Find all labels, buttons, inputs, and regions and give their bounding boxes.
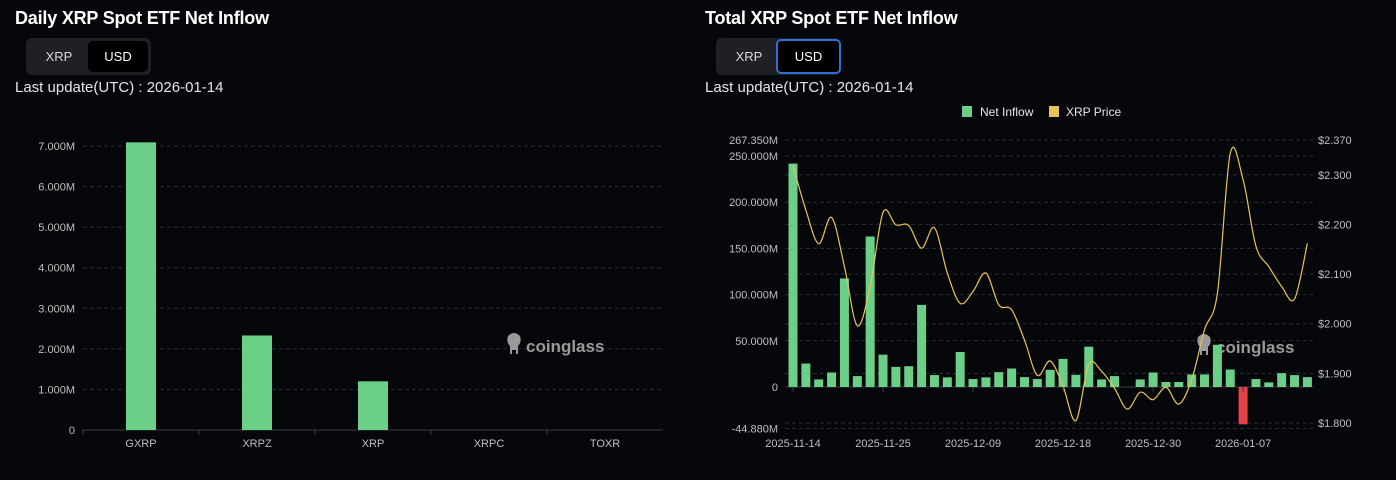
net-inflow-bar <box>1264 382 1274 387</box>
x-tick-label: 2026-01-07 <box>1215 438 1271 450</box>
left-y-tick-label: 250.000M <box>729 151 778 163</box>
x-tick-label: XRPZ <box>242 438 272 450</box>
left-y-tick-label: 100.000M <box>729 290 778 302</box>
left-y-tick-label: 0 <box>772 382 778 394</box>
net-inflow-bar <box>827 372 837 387</box>
net-inflow-bar <box>891 366 901 387</box>
net-inflow-bar <box>1110 376 1119 387</box>
net-inflow-bar <box>1212 344 1222 387</box>
right-y-tick-label: $2.000 <box>1318 319 1352 331</box>
y-tick-label: 3.000M <box>38 303 75 315</box>
y-tick-label: 0 <box>69 425 75 437</box>
coinglass-logo-icon <box>1197 334 1211 355</box>
net-inflow-bar <box>1161 382 1171 387</box>
net-inflow-bar <box>968 379 978 387</box>
left-y-tick-label: 50.000M <box>735 336 778 348</box>
total-unit-toggle: XRP USD <box>716 38 841 75</box>
total-xrp-button[interactable]: XRP <box>735 49 763 64</box>
daily-unit-toggle: XRP USD <box>26 38 151 75</box>
total-last-update: Last update(UTC) : 2026-01-14 <box>705 79 914 96</box>
net-inflow-bar <box>788 163 798 387</box>
legend-xrp-price-label: XRP Price <box>1066 105 1121 119</box>
bar-xrp <box>358 381 388 430</box>
net-inflow-bar <box>929 375 939 387</box>
x-tick-label: 2025-12-09 <box>945 438 1001 450</box>
x-tick-label: GXRP <box>125 438 156 450</box>
net-inflow-bar <box>1135 379 1145 387</box>
xrp-price-line <box>792 146 1308 422</box>
net-inflow-bar <box>1097 379 1107 387</box>
right-y-tick-label: $2.370 <box>1318 135 1352 147</box>
net-inflow-bar <box>1200 374 1210 387</box>
right-y-tick-label: $2.100 <box>1318 269 1352 281</box>
net-inflow-bar <box>852 376 862 387</box>
net-inflow-bar <box>955 351 965 387</box>
left-y-tick-label: 267.350M <box>729 135 778 147</box>
net-inflow-bar <box>801 363 811 387</box>
x-tick-label: 2025-11-25 <box>855 438 910 450</box>
left-y-tick-label: -44.880M <box>732 423 778 435</box>
daily-last-update: Last update(UTC) : 2026-01-14 <box>15 79 224 96</box>
net-inflow-bar <box>942 377 952 387</box>
net-inflow-bar <box>1007 368 1017 387</box>
right-y-tick-label: $1.800 <box>1318 418 1352 430</box>
legend-xrp-price-swatch <box>1049 106 1059 117</box>
net-inflow-bar <box>1084 346 1094 387</box>
net-inflow-bar <box>1148 372 1158 387</box>
net-inflow-bar <box>878 354 888 387</box>
x-tick-label: 2025-11-14 <box>765 438 820 450</box>
watermark-text: coinglass <box>1216 338 1294 357</box>
y-tick-label: 6.000M <box>38 182 75 194</box>
total-chart-title: Total XRP Spot ETF Net Inflow <box>705 8 958 28</box>
daily-usd-button[interactable]: USD <box>88 41 148 72</box>
left-y-tick-label: 200.000M <box>729 197 778 209</box>
net-inflow-bar <box>1071 374 1081 387</box>
y-tick-label: 4.000M <box>38 263 75 275</box>
daily-chart-title: Daily XRP Spot ETF Net Inflow <box>15 8 269 28</box>
x-tick-label: TOXR <box>590 438 620 450</box>
net-inflow-bar <box>1174 382 1184 387</box>
y-tick-label: 1.000M <box>38 384 75 396</box>
net-inflow-bar <box>865 236 875 387</box>
net-inflow-bar <box>917 304 927 387</box>
net-inflow-bar <box>1225 369 1235 387</box>
net-inflow-bar <box>1302 377 1312 387</box>
x-tick-label: 2025-12-18 <box>1035 438 1091 450</box>
watermark-text: coinglass <box>526 337 604 356</box>
x-tick-label: 2025-12-30 <box>1125 438 1181 450</box>
y-tick-label: 5.000M <box>38 222 75 234</box>
total-usd-button[interactable]: USD <box>776 39 841 74</box>
bar-xrpz <box>242 335 272 430</box>
x-tick-label: XRPC <box>474 438 505 450</box>
net-inflow-bar <box>814 379 824 387</box>
net-inflow-bar <box>1290 375 1300 387</box>
y-tick-label: 7.000M <box>38 141 75 153</box>
net-inflow-bar <box>904 366 914 387</box>
x-tick-label: XRP <box>362 438 385 450</box>
net-inflow-bar <box>1019 377 1029 387</box>
net-inflow-bar <box>839 278 849 387</box>
legend-net-inflow-label: Net Inflow <box>980 105 1034 119</box>
net-inflow-bar <box>1058 358 1068 387</box>
y-tick-label: 2.000M <box>38 344 75 356</box>
net-inflow-bar <box>1032 379 1042 387</box>
net-inflow-bar <box>1045 369 1055 387</box>
net-inflow-bar <box>1251 379 1261 387</box>
right-y-tick-label: $2.300 <box>1318 170 1352 182</box>
net-inflow-bar <box>1238 387 1248 425</box>
right-y-tick-label: $1.900 <box>1318 368 1352 380</box>
net-inflow-bar <box>994 372 1004 387</box>
bar-gxrp <box>126 142 156 430</box>
coinglass-logo-icon <box>507 333 521 354</box>
left-y-tick-label: 150.000M <box>729 243 778 255</box>
net-inflow-bar <box>981 377 991 387</box>
net-inflow-bar <box>1277 373 1287 387</box>
legend-net-inflow-swatch <box>962 106 972 117</box>
right-y-tick-label: $2.200 <box>1318 219 1352 231</box>
daily-xrp-button[interactable]: XRP <box>45 49 73 64</box>
